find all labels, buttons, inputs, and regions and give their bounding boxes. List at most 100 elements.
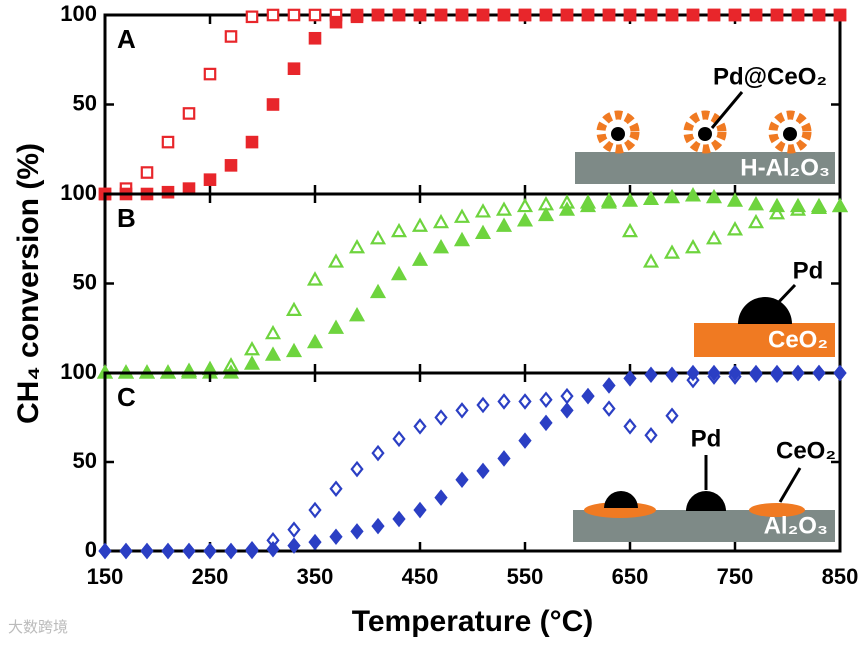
marker [287, 62, 301, 75]
marker [455, 471, 469, 489]
particle [596, 110, 640, 154]
marker [558, 201, 576, 216]
marker [684, 238, 702, 254]
marker [434, 489, 448, 506]
marker [474, 203, 492, 218]
marker [369, 229, 387, 245]
x-tick-label: 150 [87, 564, 124, 589]
marker [245, 135, 259, 149]
series [98, 8, 847, 201]
marker [264, 346, 282, 361]
marker [476, 396, 490, 414]
marker [392, 8, 406, 22]
marker [392, 510, 406, 528]
x-tick-label: 450 [402, 564, 439, 589]
y-tick-label: 50 [73, 90, 97, 115]
marker [413, 418, 427, 435]
marker [161, 135, 175, 149]
ceo2-patch [749, 503, 805, 517]
marker [350, 460, 364, 478]
marker [224, 30, 238, 43]
marker [98, 542, 112, 560]
marker [371, 444, 385, 462]
marker [432, 238, 450, 254]
marker [350, 10, 364, 24]
illustration-a: Pd@CeO₂ H-Al₂O₃ [575, 63, 835, 184]
marker [161, 185, 175, 199]
marker [791, 364, 805, 382]
marker [392, 430, 406, 448]
marker [266, 540, 280, 558]
y-tick-label: 50 [73, 448, 97, 473]
marker [140, 166, 154, 179]
marker [497, 393, 511, 410]
marker [434, 409, 448, 426]
marker [665, 366, 679, 384]
marker [812, 8, 826, 22]
marker [140, 542, 154, 560]
pd-particle [604, 491, 638, 508]
marker [476, 8, 490, 22]
illustration-b: Pd CeO₂ [694, 257, 835, 357]
marker [539, 391, 553, 408]
x-tick-label: 750 [717, 564, 754, 589]
marker [747, 213, 765, 229]
marker [390, 222, 408, 238]
marker [707, 8, 721, 22]
marker [182, 542, 196, 560]
y-tick-label: 100 [60, 180, 97, 205]
pd-particle [686, 491, 726, 511]
marker [726, 192, 744, 207]
marker [621, 192, 639, 207]
marker [350, 523, 364, 540]
panel-label: C [117, 382, 136, 412]
marker [518, 393, 532, 410]
marker [770, 364, 784, 382]
marker [623, 370, 637, 387]
marker [705, 188, 723, 204]
marker [602, 400, 616, 417]
marker [476, 462, 490, 480]
annotation: Pd [691, 425, 722, 452]
marker [833, 364, 847, 382]
marker [497, 450, 511, 467]
marker [413, 501, 427, 519]
marker [308, 8, 322, 22]
marker [791, 8, 805, 22]
marker [789, 197, 807, 213]
marker [663, 188, 681, 204]
marker [411, 217, 429, 232]
pointer [773, 283, 797, 308]
marker [728, 8, 742, 22]
annotation: Al₂O₃ [764, 512, 828, 539]
marker [308, 31, 322, 45]
marker [434, 8, 448, 22]
marker [537, 206, 555, 222]
x-tick-label: 850 [822, 564, 859, 589]
y-tick-label: 100 [60, 1, 97, 26]
marker [602, 377, 616, 394]
ceo2-patch [584, 502, 656, 518]
marker [371, 8, 385, 22]
marker [663, 244, 681, 259]
marker [560, 387, 574, 405]
x-axis-label: Temperature (°C) [352, 605, 593, 638]
marker [413, 8, 427, 22]
marker [203, 173, 217, 186]
annotation: Pd [793, 257, 824, 284]
marker [287, 8, 301, 22]
marker [266, 98, 280, 111]
x-tick-label: 350 [297, 564, 334, 589]
particle [683, 110, 727, 154]
marker [812, 364, 826, 382]
marker [474, 224, 492, 240]
marker [306, 333, 324, 349]
marker [686, 8, 700, 22]
marker [747, 195, 765, 211]
marker [327, 253, 345, 268]
particle [768, 110, 812, 154]
marker [308, 533, 322, 551]
marker [119, 542, 133, 560]
marker [749, 364, 763, 382]
y-axis-label: CH₄ conversion (%) [12, 143, 45, 424]
